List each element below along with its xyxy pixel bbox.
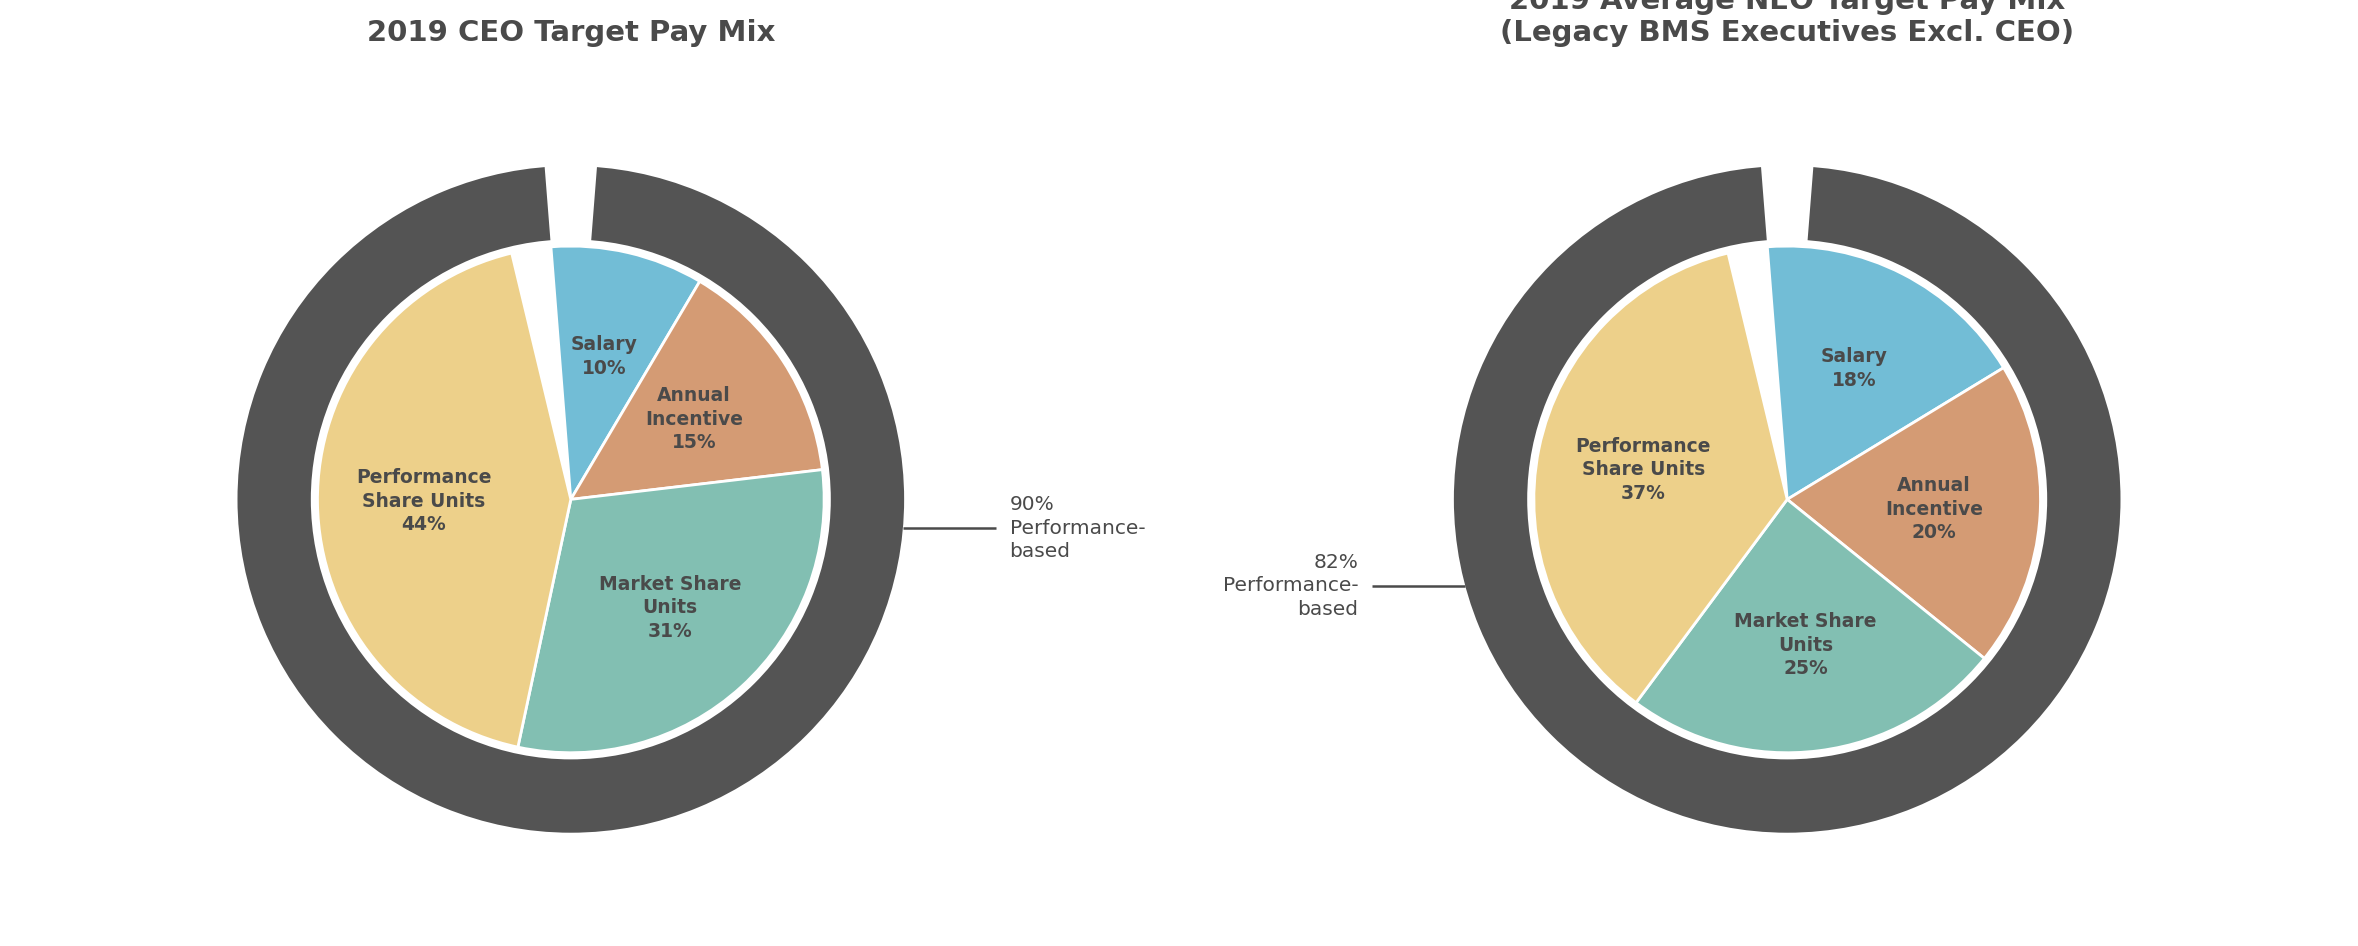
- Text: Salary
18%: Salary 18%: [1820, 347, 1886, 390]
- Wedge shape: [552, 246, 700, 499]
- Wedge shape: [1455, 166, 2120, 832]
- Wedge shape: [571, 281, 823, 499]
- Text: Market Share
Units
25%: Market Share Units 25%: [1735, 612, 1877, 678]
- Text: 90%
Performance-
based: 90% Performance- based: [1009, 496, 1146, 561]
- Text: Performance
Share Units
44%: Performance Share Units 44%: [356, 468, 493, 534]
- Wedge shape: [318, 254, 571, 747]
- Title: 2019 CEO Target Pay Mix: 2019 CEO Target Pay Mix: [365, 19, 776, 47]
- Wedge shape: [519, 469, 825, 753]
- Title: 2019 Average NEO Target Pay Mix
(Legacy BMS Executives Excl. CEO): 2019 Average NEO Target Pay Mix (Legacy …: [1500, 0, 2075, 47]
- Text: 82%
Performance-
based: 82% Performance- based: [1224, 552, 1358, 619]
- Text: Annual
Incentive
20%: Annual Incentive 20%: [1884, 476, 1983, 542]
- Wedge shape: [1636, 499, 1985, 753]
- Text: Performance
Share Units
37%: Performance Share Units 37%: [1575, 437, 1712, 503]
- Wedge shape: [545, 160, 597, 247]
- Wedge shape: [238, 166, 903, 832]
- Text: Market Share
Units
31%: Market Share Units 31%: [599, 575, 740, 641]
- Wedge shape: [1766, 246, 2004, 499]
- Wedge shape: [1761, 160, 1813, 247]
- Text: Salary
10%: Salary 10%: [571, 335, 637, 377]
- Wedge shape: [1533, 254, 1787, 703]
- Wedge shape: [1787, 368, 2040, 658]
- Text: Annual
Incentive
15%: Annual Incentive 15%: [646, 386, 743, 452]
